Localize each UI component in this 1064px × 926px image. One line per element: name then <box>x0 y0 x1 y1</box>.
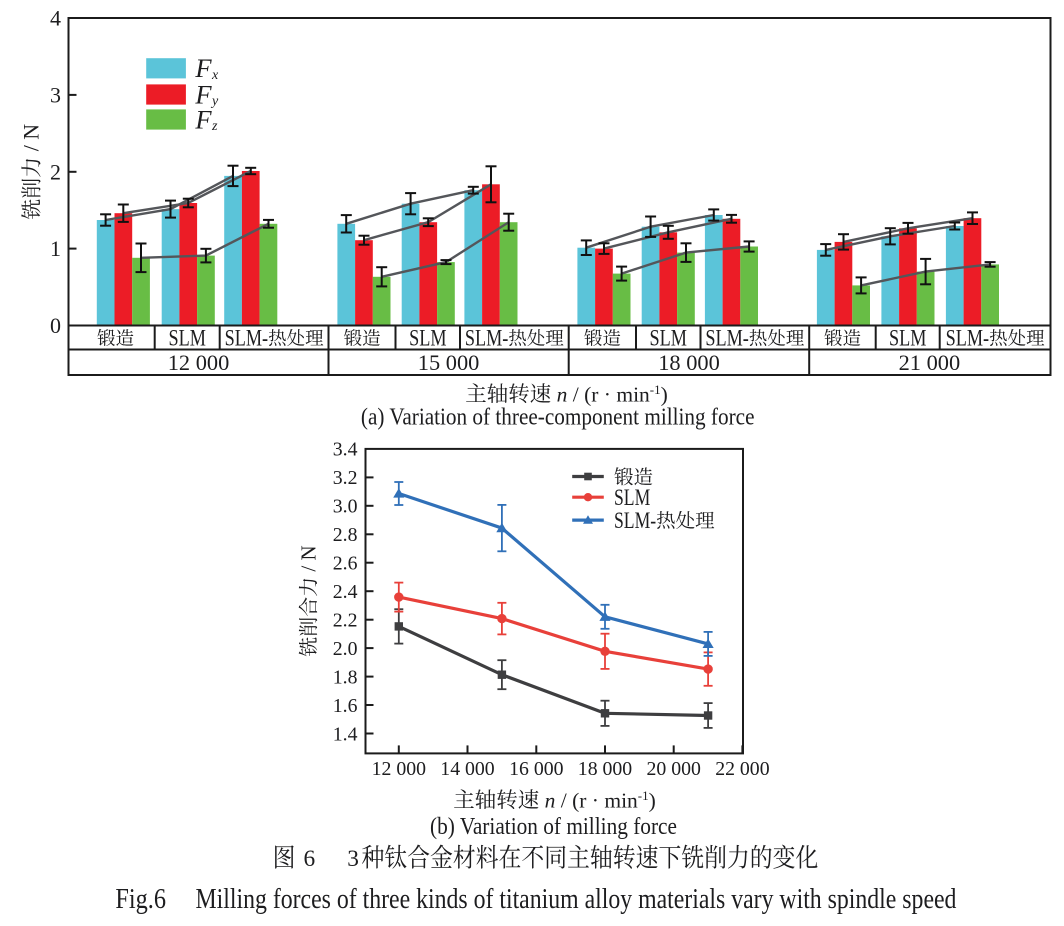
svg-text:SLM-: SLM- <box>705 324 748 351</box>
svg-text:3.0: 3.0 <box>333 496 358 518</box>
svg-text:2.8: 2.8 <box>333 524 358 546</box>
svg-text:2: 2 <box>50 159 61 184</box>
svg-text:21 000: 21 000 <box>899 350 961 375</box>
svg-text:): ) <box>661 382 668 406</box>
svg-text:/ N: / N <box>19 124 44 157</box>
svg-text:6: 6 <box>304 846 316 872</box>
svg-text:15 000: 15 000 <box>418 350 480 375</box>
svg-text:18 000: 18 000 <box>578 758 633 780</box>
svg-text:SLM: SLM <box>650 324 688 351</box>
svg-text:y: y <box>210 94 219 109</box>
svg-text:/ (r · min: / (r · min <box>555 788 638 812</box>
svg-text:-1: -1 <box>650 382 661 397</box>
svg-text:0: 0 <box>50 313 61 338</box>
svg-text:): ) <box>649 788 656 812</box>
svg-text:-1: -1 <box>638 788 649 803</box>
svg-text:n: n <box>557 382 568 406</box>
svg-text:SLM: SLM <box>409 324 447 351</box>
svg-text:SLM-: SLM- <box>225 324 268 351</box>
svg-text:/ (r · min: / (r · min <box>567 382 650 406</box>
svg-text:3: 3 <box>347 846 359 872</box>
svg-text:SLM-: SLM- <box>614 508 656 534</box>
svg-text:1.4: 1.4 <box>333 723 358 745</box>
svg-text:n: n <box>545 788 556 812</box>
svg-text:2.6: 2.6 <box>333 553 358 575</box>
svg-text:1.6: 1.6 <box>333 695 358 717</box>
svg-text:z: z <box>211 119 218 134</box>
svg-text:12 000: 12 000 <box>168 350 230 375</box>
svg-text:x: x <box>211 68 219 83</box>
svg-text:2.0: 2.0 <box>333 638 358 660</box>
svg-text:F: F <box>194 53 212 83</box>
svg-text:3: 3 <box>50 83 61 108</box>
svg-text:14 000: 14 000 <box>440 758 495 780</box>
svg-text:F: F <box>194 79 212 109</box>
svg-text:(a) Variation of three-compone: (a) Variation of three-component milling… <box>361 404 755 430</box>
svg-text:F: F <box>194 104 212 134</box>
svg-text:2.4: 2.4 <box>333 581 358 603</box>
svg-text:22 000: 22 000 <box>715 758 770 780</box>
svg-text:20 000: 20 000 <box>646 758 701 780</box>
svg-text:SLM: SLM <box>614 485 650 511</box>
svg-text:SLM: SLM <box>169 324 207 351</box>
svg-text:Fig.6: Fig.6 <box>115 883 166 914</box>
svg-text:Milling forces of three kinds: Milling forces of three kinds of titaniu… <box>196 883 957 914</box>
svg-text:16 000: 16 000 <box>509 758 564 780</box>
svg-text:SLM-: SLM- <box>946 324 989 351</box>
svg-text:3.4: 3.4 <box>333 439 358 461</box>
svg-text:1: 1 <box>50 236 61 261</box>
svg-text:(b) Variation of milling force: (b) Variation of milling force <box>430 813 677 839</box>
svg-text:3.2: 3.2 <box>333 467 358 489</box>
svg-text:12 000: 12 000 <box>372 758 427 780</box>
svg-text:SLM-: SLM- <box>465 324 508 351</box>
svg-text:2.2: 2.2 <box>333 610 358 632</box>
svg-text:4: 4 <box>50 6 61 31</box>
svg-text:/ N: / N <box>296 545 320 577</box>
svg-text:18 000: 18 000 <box>658 350 720 375</box>
svg-text:SLM: SLM <box>889 324 927 351</box>
svg-text:1.8: 1.8 <box>333 666 358 688</box>
